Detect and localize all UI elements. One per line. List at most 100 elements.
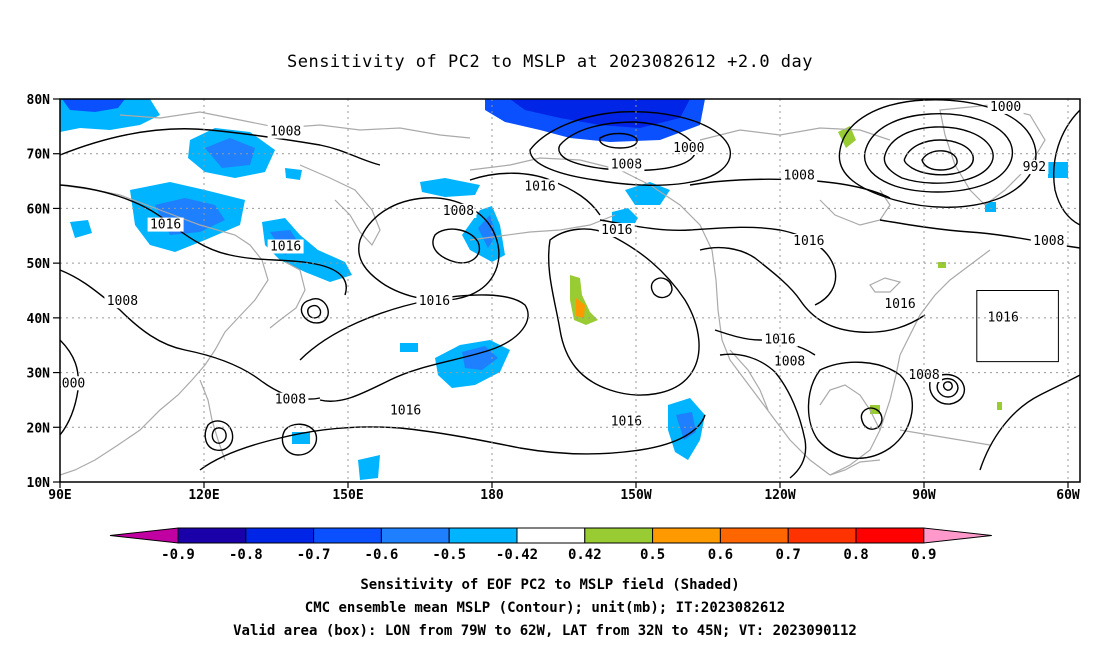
contour-label: 1008 [1033, 234, 1064, 249]
contour-992-greenland-low-5 [921, 150, 958, 171]
coastline-kamchatka [299, 164, 381, 247]
map-title: Sensitivity of PC2 to MSLP at 2023082612… [287, 52, 813, 72]
contour-label-bg [598, 223, 635, 238]
colorbar-tick-label: -0.8 [229, 547, 263, 563]
contour-label: 1008 [774, 354, 805, 369]
contour-label: 1016 [793, 234, 824, 249]
coastline-gulf-mexico [819, 384, 881, 476]
longitude-axis: 90E 120E 150E 180 150W 120W 90W 60W [48, 482, 1080, 503]
contour-1008-western-pacific-ring [281, 423, 318, 456]
colorbar-tick-label: 0.6 [708, 547, 733, 563]
shade-negative-small-2 [292, 432, 310, 444]
colorbar-segment [516, 527, 586, 544]
contour-label-bg [416, 294, 453, 309]
contour-1008-bering-inner [432, 228, 481, 264]
contour-label-bg [1030, 233, 1067, 248]
colorbar-segment [245, 527, 315, 544]
colorbar-segment [313, 527, 382, 544]
shade-negative-small-1 [400, 343, 418, 352]
contour-992-greenland-low-2 [863, 113, 1014, 193]
valid-area-box [976, 290, 1059, 363]
contour-1016-siberia [60, 184, 347, 296]
contour-label-bg [267, 239, 304, 254]
colorbar-tick-label: -0.42 [496, 547, 538, 563]
contour-label: 1016 [601, 223, 632, 238]
lon-tick-label: 60W [1056, 488, 1080, 503]
latitude-axis: 80N 70N 60N 50N 40N 30N 20N 10N [27, 93, 60, 491]
colorbar-tick-label: 0.42 [568, 547, 602, 563]
contour-1008-indochina-inner [211, 427, 227, 444]
contour-1016-atlantic-south [979, 374, 1080, 471]
contour-label-bg [387, 403, 424, 418]
coastline-canada-arctic [699, 127, 891, 141]
contour-1008-gulf-inner [860, 407, 883, 430]
shade-positive-small-1 [997, 402, 1002, 410]
coastline-hudson-bay [819, 189, 891, 226]
contour-label-bg [104, 294, 141, 309]
plot-frame [59, 98, 1081, 483]
colorbar-segment [787, 527, 857, 544]
contour-label: 1008 [784, 168, 815, 183]
contour-1008-us-south [719, 353, 807, 479]
shade-positive-pacific-core [576, 298, 585, 318]
contour-992-greenland-low-4 [903, 139, 974, 176]
contour-label-bg [147, 217, 184, 232]
colorbar-segment [719, 527, 789, 544]
contour-label-bg [987, 99, 1024, 114]
colorbar-tick-label: 0.7 [776, 547, 801, 563]
contour-label: 1008 [270, 125, 301, 140]
contour-label: 1016 [524, 179, 555, 194]
shade-negative-subtropic-pacific-core [462, 346, 498, 370]
contour-low-atlantic-inner [942, 381, 953, 391]
contour-low-atlantic-outer [929, 373, 966, 405]
contour-1008-north-asia [60, 128, 381, 166]
coastline-great-lakes [869, 277, 902, 293]
shade-negative-bering [420, 178, 480, 197]
lon-tick-label: 90W [912, 488, 936, 503]
plot-area: 1008 1016 1016 1008 1000 1008 1008 1016 1016 1016… [54, 99, 1080, 482]
shade-negative-siberia-small [285, 168, 302, 180]
colorbar-tick-label: 0.9 [911, 547, 936, 563]
contour-label-bg [608, 157, 645, 172]
colorbar-tick-label: -0.6 [365, 547, 399, 563]
lon-tick-label: 120W [764, 488, 795, 503]
contour-label: 1008 [443, 204, 474, 219]
contour-label-bg [522, 179, 558, 194]
shade-negative-tibet [70, 220, 92, 238]
contour-label: 1016 [419, 294, 450, 309]
contour-label-bg [790, 233, 827, 248]
contour-label-bg [882, 296, 918, 311]
coastline-caribbean [899, 429, 991, 446]
contour-label-bg [781, 168, 818, 183]
colorbar: -0.9 -0.8 -0.7 -0.6 -0.5 -0.42 0.42 0.5 0.6 0.7 0.… [109, 527, 992, 563]
colorbar-tick-label: -0.9 [161, 547, 195, 563]
colorbar-under-triangle [109, 527, 179, 544]
colorbar-over-triangle [923, 527, 992, 544]
coastline-baja [729, 349, 769, 411]
contour-label: 1008 [107, 294, 138, 309]
contour-label: 1016 [270, 239, 301, 254]
lat-tick-label: 10N [27, 476, 51, 491]
contour-low-japan [300, 298, 329, 324]
colorbar-segment [177, 527, 247, 544]
shade-negative-south-pacific [358, 455, 380, 480]
contour-label: 992 [1023, 160, 1046, 175]
colorbar-tick-label: -0.5 [432, 547, 466, 563]
contour-label-bg [267, 124, 304, 139]
contour-labels: 1008 1016 1016 1008 1000 1008 1008 1016 1016 1016… [54, 99, 1067, 430]
contour-low-atlantic-mid [936, 377, 959, 398]
contour-1000-arctic-low [558, 121, 696, 172]
contour-label-bg [771, 354, 808, 369]
contour-label: 1016 [611, 415, 642, 430]
contour-label: 1008 [611, 157, 642, 172]
contour-label: 1016 [390, 404, 421, 419]
coastline-japan [269, 261, 306, 329]
contour-1016-alaska-ring [650, 277, 673, 299]
lon-tick-label: 150W [620, 488, 651, 503]
footer-line-3: Valid area (box): LON from 79W to 62W, L… [233, 623, 857, 639]
contour-label: 1000 [54, 376, 85, 391]
lat-tick-label: 30N [27, 367, 51, 382]
colorbar-segment [584, 527, 654, 544]
contour-1008-bering-low [358, 197, 500, 301]
